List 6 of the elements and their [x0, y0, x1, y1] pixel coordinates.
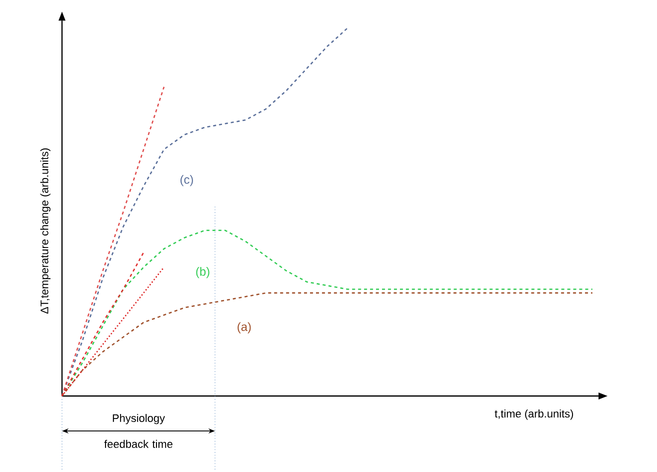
x-axis-title: t,time (arb.units): [494, 410, 574, 420]
y-axis-title: ΔT,temperature change (arb.units): [40, 148, 50, 314]
text: (b): [196, 267, 210, 278]
series-label: (a): [238, 322, 251, 334]
text: Physiology feedback time: [104, 414, 172, 448]
text: (c): [180, 175, 193, 186]
